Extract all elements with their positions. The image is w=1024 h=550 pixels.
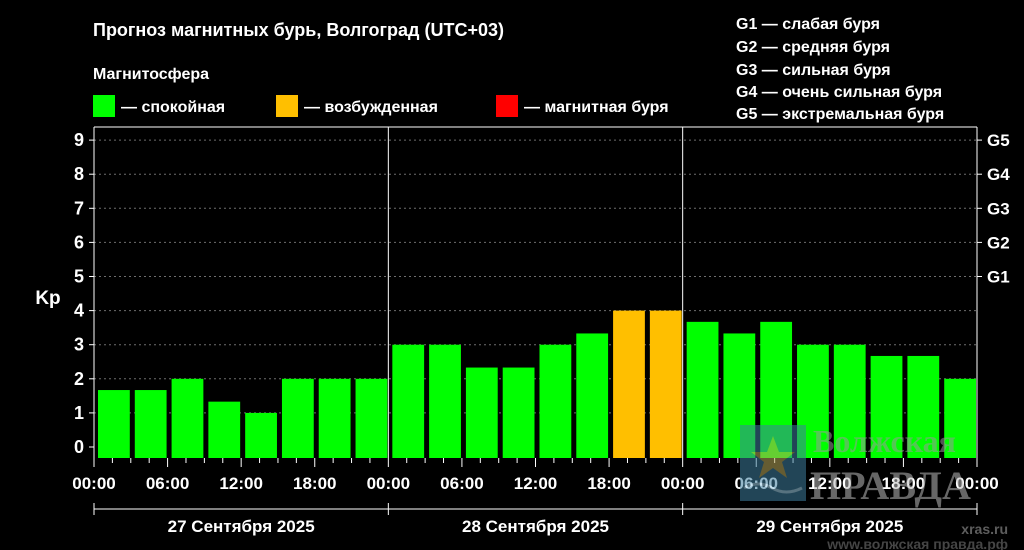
y-tick-label-0: 0 <box>74 437 84 457</box>
bar-3 <box>208 401 241 458</box>
y-tick-label-9: 9 <box>74 130 84 150</box>
x-tick-label-8: 00:00 <box>661 474 704 493</box>
x-tick-label-5: 06:00 <box>440 474 483 493</box>
bar-8 <box>392 344 425 458</box>
bar-16 <box>686 321 719 458</box>
watermark-emblem-wave <box>743 482 803 494</box>
day-label-2: 29 Сентября 2025 <box>756 517 903 536</box>
day-label-1: 28 Сентября 2025 <box>462 517 609 536</box>
bar-9 <box>429 344 461 458</box>
y-tick-label-4: 4 <box>74 301 84 321</box>
y-tick-label-8: 8 <box>74 164 84 184</box>
bar-7 <box>355 378 388 458</box>
bar-4 <box>245 412 277 458</box>
x-tick-label-6: 12:00 <box>514 474 557 493</box>
storm-legend-g3: G3 — сильная буря <box>736 62 891 79</box>
watermark-site-xras: xras.ru <box>961 521 1008 537</box>
x-tick-label-2: 12:00 <box>219 474 262 493</box>
bar-20 <box>833 344 866 458</box>
watermark: Волжская ПРАВДА xras.ru www.волжская пра… <box>740 423 1008 550</box>
y-axis-ticks: 0 1 2 3 4 5 6 7 8 9 <box>74 130 94 457</box>
bar-15 <box>649 310 682 458</box>
x-tick-label-10: 12:00 <box>808 474 851 493</box>
bar-21 <box>870 355 903 458</box>
bar-0 <box>98 390 130 458</box>
legend-label-storm: — магнитная буря <box>524 99 669 116</box>
day-labels: 27 Сентября 2025 28 Сентября 2025 29 Сентя… <box>93 503 978 536</box>
bar-6 <box>318 378 351 458</box>
watermark-text-line1: Волжская <box>813 423 956 459</box>
bar-2 <box>171 378 204 458</box>
grid-lines <box>94 139 977 414</box>
x-tick-label-7: 18:00 <box>587 474 630 493</box>
watermark-text-line2: ПРАВДА <box>810 463 971 508</box>
right-tick-label-g4: G4 <box>987 165 1010 184</box>
bar-22 <box>907 355 940 458</box>
watermark-emblem-star <box>751 436 795 478</box>
axes <box>93 126 978 458</box>
legend-label-excited: — возбужденная <box>304 99 438 116</box>
bar-11 <box>502 367 535 458</box>
x-tick-label-0: 00:00 <box>72 474 115 493</box>
right-tick-label-g5: G5 <box>987 131 1010 150</box>
legend-swatch-excited <box>276 95 298 117</box>
right-tick-label-g1: G1 <box>987 268 1010 287</box>
x-tick-label-4: 00:00 <box>367 474 410 493</box>
storm-legend-g1: G1 — слабая буря <box>736 16 880 33</box>
legend-label-quiet: — спокойная <box>121 99 225 116</box>
bar-23 <box>944 378 976 458</box>
x-tick-label-12: 00:00 <box>955 474 998 493</box>
storm-legend-g5: G5 — экстремальная буря <box>736 106 944 123</box>
bar-14 <box>613 310 645 458</box>
y-tick-label-6: 6 <box>74 232 84 252</box>
y-tick-label-5: 5 <box>74 267 84 287</box>
x-tick-label-11: 18:00 <box>882 474 925 493</box>
x-tick-label-3: 18:00 <box>293 474 336 493</box>
x-tick-label-1: 06:00 <box>146 474 189 493</box>
y-tick-label-2: 2 <box>74 369 84 389</box>
legend-swatch-storm <box>496 95 518 117</box>
y-tick-label-3: 3 <box>74 335 84 355</box>
legend-swatch-quiet <box>93 95 115 117</box>
bar-10 <box>465 367 498 458</box>
legend: — спокойная — возбужденная — магнитная б… <box>93 95 669 117</box>
storm-scale-legend: G1 — слабая буря G2 — средняя буря G3 — … <box>736 16 944 123</box>
storm-legend-g2: G2 — средняя буря <box>736 39 890 56</box>
y-tick-label-1: 1 <box>74 403 84 423</box>
bar-5 <box>281 378 314 458</box>
bar-1 <box>134 390 167 458</box>
storm-level-ticks: G1 G2 G3 G4 G5 <box>977 131 1010 287</box>
bar-12 <box>539 344 572 458</box>
right-tick-label-g2: G2 <box>987 233 1010 252</box>
bar-13 <box>576 333 609 458</box>
bars <box>98 310 976 458</box>
y-tick-label-7: 7 <box>74 198 84 218</box>
chart-title: Прогноз магнитных бурь, Волгоград (UTC+0… <box>93 20 504 40</box>
day-label-0: 27 Сентября 2025 <box>168 517 315 536</box>
legend-title: Магнитосфера <box>93 66 209 83</box>
right-tick-label-g3: G3 <box>987 199 1010 218</box>
y-axis-label: Kp <box>35 288 60 309</box>
watermark-site-url: www.волжская правда.рф <box>826 536 1008 550</box>
storm-legend-g4: G4 — очень сильная буря <box>736 84 942 101</box>
